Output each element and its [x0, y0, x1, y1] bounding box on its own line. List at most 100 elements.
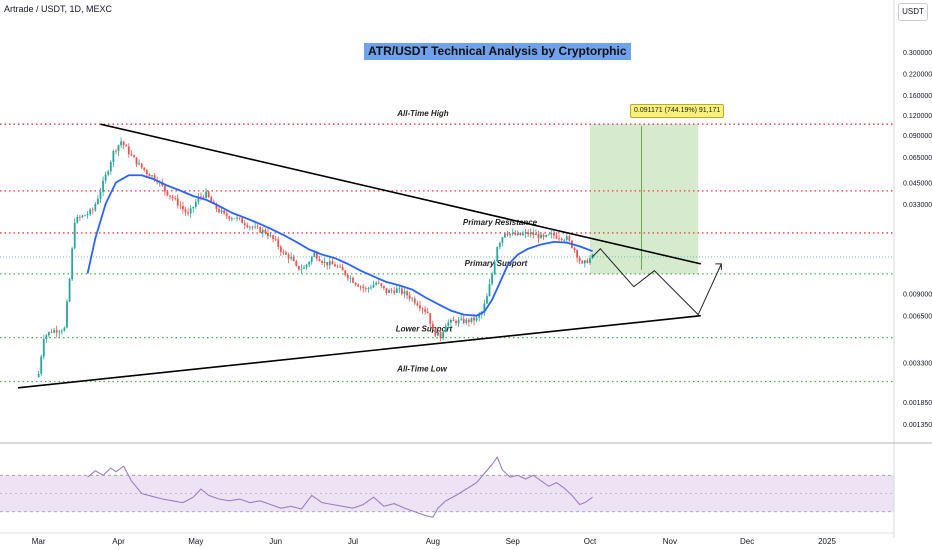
candle-body	[230, 218, 233, 220]
candle-body	[48, 332, 50, 336]
candle-body	[55, 330, 58, 333]
candle-body	[228, 216, 231, 219]
candle-body	[393, 290, 396, 293]
time-tick-label: Jun	[269, 537, 282, 546]
candle-body	[223, 210, 226, 214]
candle-body	[68, 279, 71, 302]
candle-body	[89, 209, 92, 215]
candle-body	[496, 247, 499, 262]
candle-body	[218, 208, 220, 213]
candle-body	[285, 252, 287, 255]
candle-body	[246, 225, 249, 228]
candle-body	[375, 282, 378, 285]
candle-body	[462, 318, 465, 324]
candle-body	[300, 268, 303, 270]
price-tick-label: 0.090000	[903, 133, 932, 140]
candle-body	[341, 267, 344, 271]
candle-body	[437, 332, 439, 336]
price-tick-label: 0.006500	[903, 314, 932, 321]
candle-body	[145, 170, 148, 175]
time-tick-label: Oct	[584, 537, 597, 546]
candle-body	[269, 235, 272, 237]
candle-body	[86, 214, 89, 216]
candle-body	[344, 270, 347, 275]
time-tick-label: Jul	[348, 537, 358, 546]
candle-body	[60, 330, 63, 332]
candle-body	[313, 252, 316, 257]
candle-body	[323, 261, 326, 263]
candle-body	[573, 247, 576, 251]
candle-body	[542, 234, 545, 237]
candle-body	[63, 327, 66, 331]
candle-body	[305, 264, 308, 268]
candle-body	[112, 150, 115, 162]
candle-body	[357, 284, 360, 287]
candle-body	[424, 309, 427, 312]
candle-body	[233, 218, 236, 220]
candle-body	[179, 205, 182, 207]
candle-body	[135, 157, 138, 165]
candle-body	[506, 233, 509, 236]
candle-body	[385, 288, 388, 293]
candle-body	[460, 318, 463, 320]
candle-body	[504, 233, 506, 238]
price-tick-label: 0.033000	[903, 202, 932, 209]
candle-body	[547, 234, 550, 236]
candle-body	[277, 239, 280, 247]
candle-body	[78, 216, 81, 218]
candle-body	[143, 167, 146, 171]
candle-body	[243, 223, 246, 226]
candle-body	[465, 319, 468, 324]
time-tick-label: Nov	[663, 537, 677, 546]
trendline-descending-resistance	[100, 123, 701, 265]
candle-body	[71, 248, 74, 280]
candle-body	[406, 291, 408, 296]
time-tick-label: Apr	[112, 537, 125, 546]
price-tick-label: 0.120000	[903, 113, 932, 120]
candle-body	[550, 233, 553, 235]
candle-body	[527, 232, 530, 235]
candle-body	[151, 175, 153, 177]
levels-layer: 0.105000All-Time High0.0398680.021630Pri…	[0, 109, 930, 388]
candle-body	[524, 232, 527, 234]
candle-body	[104, 174, 107, 181]
candle-body	[434, 329, 437, 336]
candle-body	[426, 311, 429, 314]
level-name: Primary Resistance	[463, 218, 538, 227]
measure-label: 0.091171 (744.19%) 91,171	[630, 104, 725, 118]
candle-body	[362, 286, 365, 289]
time-tick-label: 2025	[818, 537, 836, 546]
candle-body	[174, 198, 177, 200]
candle-body	[303, 267, 305, 269]
candle-body	[102, 180, 104, 192]
candle-body	[53, 330, 56, 333]
price-tick-label: 0.045000	[903, 181, 932, 188]
candle-body	[182, 205, 184, 210]
price-tick-label: 0.065000	[903, 155, 932, 162]
level-name: Lower Support	[396, 325, 453, 334]
candle-body	[447, 322, 450, 326]
candle-body	[153, 175, 156, 180]
candle-body	[388, 290, 390, 293]
candle-body	[148, 174, 151, 177]
candle-body	[166, 191, 169, 196]
candle-body	[382, 285, 385, 289]
candle-body	[73, 222, 76, 249]
candle-body	[256, 226, 259, 228]
projection-layer	[592, 247, 722, 316]
candle-body	[411, 298, 414, 300]
candle-body	[413, 298, 416, 304]
candle-body	[522, 233, 524, 236]
candle-body	[264, 229, 267, 234]
symbol-label[interactable]: Artrade / USDT, 1D, MEXC	[4, 4, 113, 14]
rsi-line	[87, 455, 593, 518]
candle-body	[339, 266, 341, 268]
currency-button[interactable]: USDT	[898, 3, 928, 21]
candle-body	[565, 236, 568, 240]
candle-body	[475, 317, 478, 321]
candle-body	[282, 251, 285, 253]
price-tick-label: 0.001850	[903, 400, 932, 407]
candle-body	[84, 215, 86, 217]
